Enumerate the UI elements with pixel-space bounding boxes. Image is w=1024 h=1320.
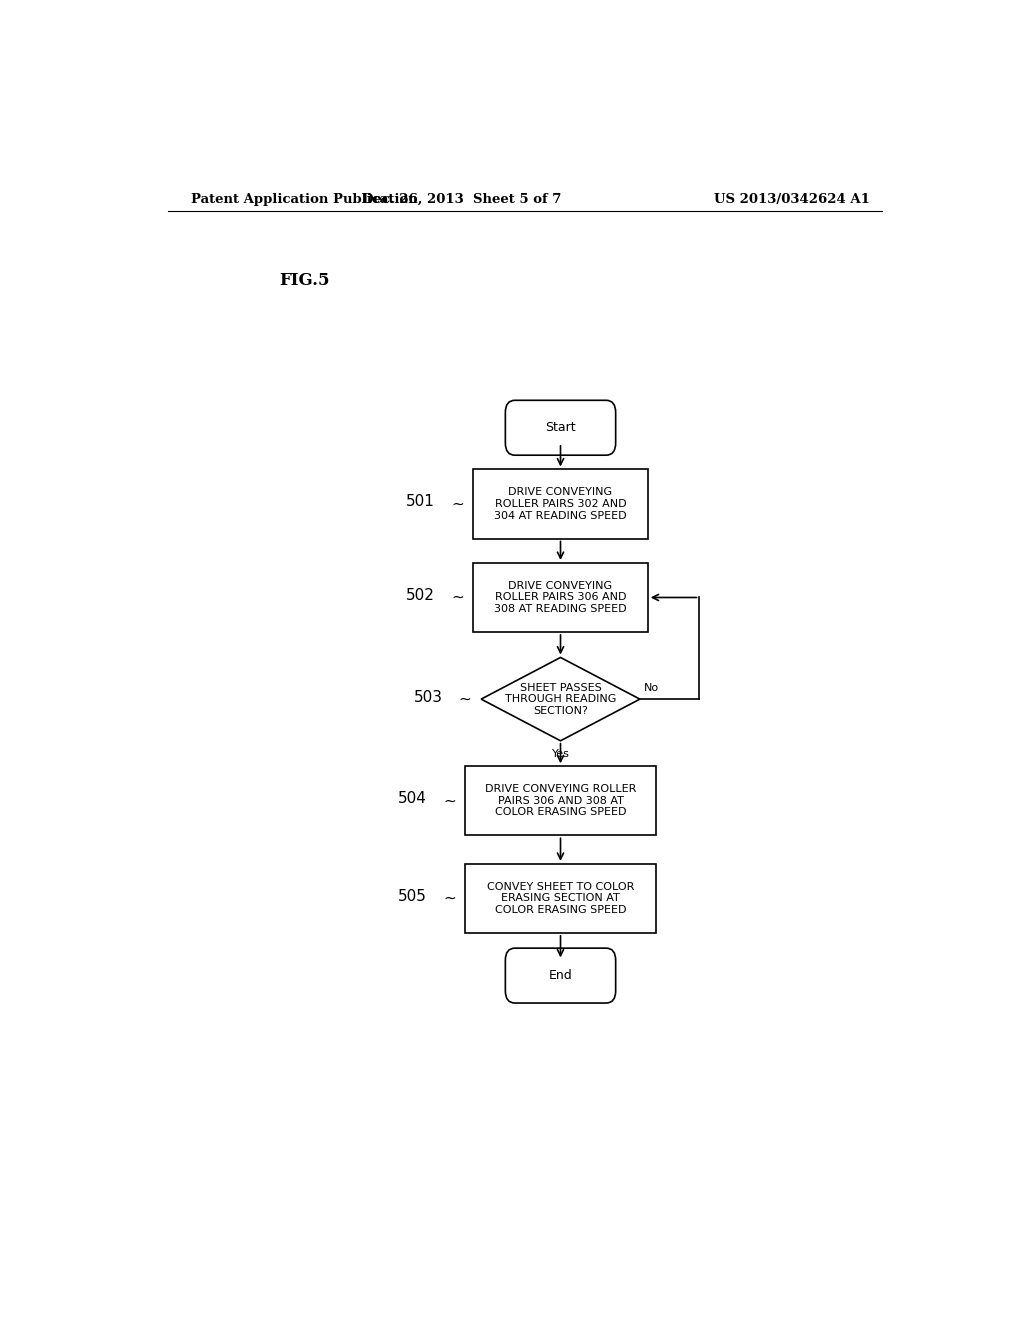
Text: Patent Application Publication: Patent Application Publication (191, 193, 418, 206)
Bar (465, 863, 655, 933)
Text: ∼: ∼ (459, 692, 472, 706)
Text: Yes: Yes (552, 748, 569, 759)
Text: DRIVE CONVEYING
ROLLER PAIRS 302 AND
304 AT READING SPEED: DRIVE CONVEYING ROLLER PAIRS 302 AND 304… (495, 487, 627, 520)
Text: SHEET PASSES
THROUGH READING
SECTION?: SHEET PASSES THROUGH READING SECTION? (505, 682, 616, 715)
Text: No: No (644, 682, 659, 693)
Bar (465, 766, 655, 836)
Bar (473, 470, 648, 539)
FancyBboxPatch shape (506, 400, 615, 455)
Text: 502: 502 (407, 587, 435, 603)
Text: End: End (549, 969, 572, 982)
Text: 501: 501 (407, 495, 435, 510)
Text: FIG.5: FIG.5 (279, 272, 330, 289)
Text: 505: 505 (398, 888, 427, 904)
Text: ∼: ∼ (451, 590, 464, 605)
Text: ∼: ∼ (451, 496, 464, 511)
Polygon shape (481, 657, 640, 741)
Text: ∼: ∼ (443, 891, 456, 906)
Text: 504: 504 (398, 791, 427, 807)
Bar (473, 562, 648, 632)
Text: ∼: ∼ (443, 793, 456, 808)
Text: CONVEY SHEET TO COLOR
ERASING SECTION AT
COLOR ERASING SPEED: CONVEY SHEET TO COLOR ERASING SECTION AT… (486, 882, 634, 915)
Text: US 2013/0342624 A1: US 2013/0342624 A1 (714, 193, 870, 206)
Text: Start: Start (545, 421, 575, 434)
Text: DRIVE CONVEYING
ROLLER PAIRS 306 AND
308 AT READING SPEED: DRIVE CONVEYING ROLLER PAIRS 306 AND 308… (495, 581, 627, 614)
Text: 503: 503 (414, 689, 443, 705)
Text: DRIVE CONVEYING ROLLER
PAIRS 306 AND 308 AT
COLOR ERASING SPEED: DRIVE CONVEYING ROLLER PAIRS 306 AND 308… (484, 784, 636, 817)
Text: Dec. 26, 2013  Sheet 5 of 7: Dec. 26, 2013 Sheet 5 of 7 (361, 193, 561, 206)
FancyBboxPatch shape (506, 948, 615, 1003)
